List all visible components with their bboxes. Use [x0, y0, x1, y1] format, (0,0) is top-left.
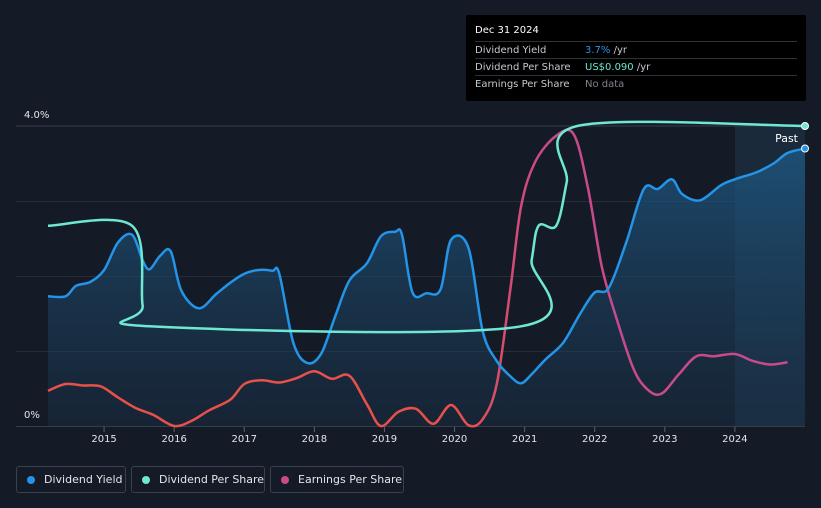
y-tick-label-bottom: 0% [24, 410, 40, 421]
tooltip-label: Dividend Yield [475, 45, 547, 56]
legend-dividend-per-share[interactable]: Dividend Per Share [131, 466, 265, 493]
dividend-yield-end-marker [801, 144, 809, 153]
earnings-per-share-line [47, 128, 788, 428]
x-tick-label: 2016 [161, 434, 186, 445]
x-tick-label: 2024 [722, 434, 747, 445]
x-tick-label: 2018 [302, 434, 327, 445]
dividend-per-share-line [47, 120, 806, 334]
tooltip-label: Dividend Per Share [475, 62, 571, 73]
legend-dot-icon [27, 476, 35, 484]
tooltip-date: Dec 31 2024 [475, 25, 539, 36]
legend-label: Earnings Per Share [298, 473, 403, 486]
tooltip-value: 3.7% /yr [585, 45, 627, 56]
tooltip-value: No data [585, 79, 625, 90]
dividend-chart: 4.0% 0% 2015 2016 2017 2018 2019 2020 2021 2022… [16, 110, 809, 445]
legend-dot-icon [142, 476, 150, 484]
legend-dot-icon [281, 476, 289, 484]
legend-dividend-yield[interactable]: Dividend Yield [16, 466, 126, 493]
y-tick-label-top: 4.0% [24, 110, 49, 121]
x-tick-label: 2015 [91, 434, 116, 445]
x-tick-label: 2017 [232, 434, 257, 445]
x-tick-label: 2020 [442, 434, 467, 445]
dividend-yield-line [47, 147, 806, 385]
tooltip-row-earnings-per-share: Earnings Per Share No data [475, 75, 797, 93]
x-tick-label: 2021 [512, 434, 537, 445]
legend-earnings-per-share[interactable]: Earnings Per Share [270, 466, 404, 493]
legend-label: Dividend Yield [44, 473, 123, 486]
dividend-yield-area [48, 148, 805, 426]
tooltip-row-dividend-yield: Dividend Yield 3.7% /yr [475, 41, 797, 59]
x-axis-ticks: 2015 2016 2017 2018 2019 2020 2021 2022 2023 2024 [91, 427, 748, 445]
tooltip-value: US$0.090 /yr [585, 62, 651, 73]
x-tick-label: 2023 [652, 434, 677, 445]
past-label: Past [775, 132, 799, 145]
tooltip-row-dividend-per-share: Dividend Per Share US$0.090 /yr [475, 58, 797, 76]
x-tick-label: 2019 [372, 434, 397, 445]
tooltip: Dec 31 2024 Dividend Yield 3.7% /yr Divi… [466, 15, 806, 101]
legend-label: Dividend Per Share [159, 473, 265, 486]
dividend-per-share-end-marker [801, 122, 809, 130]
series-layer [47, 120, 809, 428]
tooltip-label: Earnings Per Share [475, 79, 570, 90]
x-tick-label: 2022 [582, 434, 607, 445]
